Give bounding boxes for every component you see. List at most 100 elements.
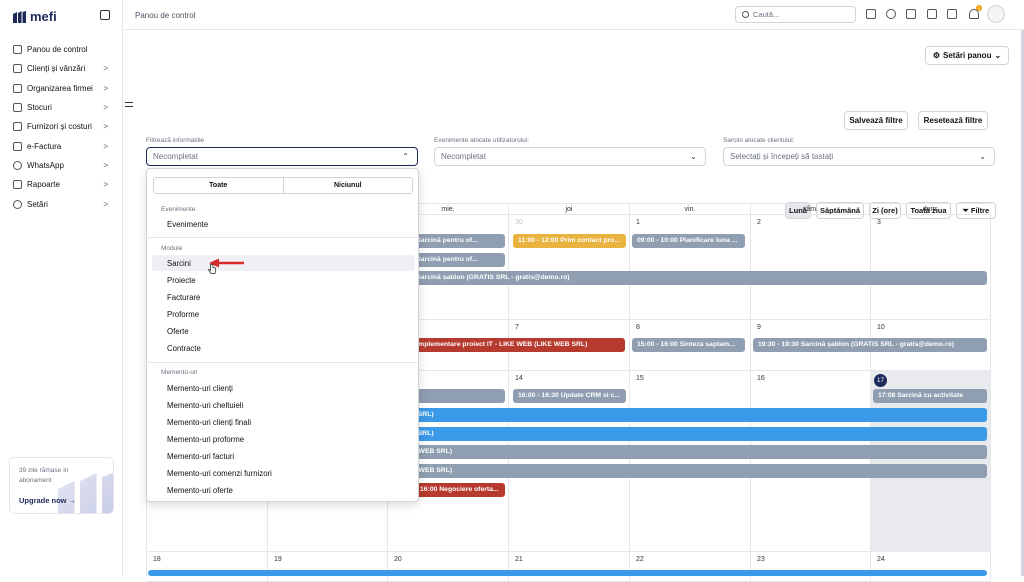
- option-memento-comenzi-furnizori[interactable]: Memento-uri comenzi furnizori: [167, 468, 272, 478]
- gear-icon: ⚙: [932, 51, 940, 60]
- sidebar-item-stocuri[interactable]: Stocuri >: [8, 98, 116, 117]
- menu-toggle-icon[interactable]: [125, 102, 133, 107]
- panel-settings-button[interactable]: ⚙ Setări panou ⌄: [925, 46, 1009, 65]
- chevron-right-icon: >: [103, 141, 108, 151]
- day-cell[interactable]: 16: [751, 371, 871, 552]
- sidebar-item-furnizori[interactable]: Furnizori și costuri >: [8, 117, 116, 136]
- calendar-event[interactable]: 17:08 Sarcină cu activitate: [873, 389, 987, 403]
- day-cell[interactable]: 14: [509, 371, 630, 552]
- sidebar-item-label: WhatsApp: [27, 160, 64, 170]
- add-icon[interactable]: [866, 9, 876, 19]
- calendar-event[interactable]: Demo SRL): [392, 427, 987, 441]
- filter-info-dropdown: Toate Niciunul Evenimente Evenimente Mod…: [146, 168, 419, 502]
- day-cell[interactable]: 3: [871, 215, 991, 320]
- calendar-event[interactable]: 19:30 Sarcină șablon (GRATIS SRL - grati…: [392, 271, 987, 285]
- calendar-event[interactable]: [148, 570, 987, 576]
- calendar-event[interactable]: 13:18 Sarcină pentru of...: [392, 234, 505, 248]
- filter-info-value: Necompletat: [153, 152, 198, 161]
- brand-logo[interactable]: mefi: [13, 9, 57, 24]
- option-sarcini[interactable]: Sarcini: [152, 255, 415, 271]
- calendar-event[interactable]: 13:00 Implementare proiect IT - LIKE WEB…: [392, 338, 625, 352]
- calendar-event[interactable]: 15:00 - 16:00 Sinteza saptam...: [632, 338, 745, 352]
- calendar-event[interactable]: - LIKE WEB SRL): [392, 445, 987, 459]
- calendar-event[interactable]: 13:19 Sarcină pentru of...: [392, 253, 505, 267]
- truck-icon: [13, 122, 22, 132]
- day-cell[interactable]: 7: [509, 320, 630, 371]
- filter-user-events-select[interactable]: Necompletat ⌄: [434, 147, 706, 166]
- sidebar-item-label: Rapoarte: [27, 180, 60, 190]
- calendar-event[interactable]: 19:30 - 19:30 Sarcină șablon (GRATIS SRL…: [753, 338, 987, 352]
- bell-icon[interactable]: [969, 9, 979, 19]
- select-all-button[interactable]: Toate: [209, 182, 228, 189]
- save-filters-button[interactable]: Salvează filtre: [844, 111, 908, 130]
- day-cell[interactable]: 20: [388, 552, 509, 582]
- page-scrollbar[interactable]: [1021, 30, 1024, 576]
- users-icon: [13, 64, 22, 74]
- chat-icon[interactable]: [947, 9, 957, 19]
- upgrade-now-link[interactable]: Upgrade now →: [19, 496, 76, 505]
- search-input[interactable]: Caută...: [735, 6, 856, 23]
- option-memento-cheltuieli[interactable]: Memento-uri cheltuieli: [167, 400, 244, 410]
- day-cell[interactable]: 22: [630, 552, 751, 582]
- day-number: 10: [877, 324, 885, 331]
- day-cell[interactable]: 30: [509, 215, 630, 320]
- option-facturare[interactable]: Facturare: [167, 292, 201, 302]
- sidebar-item-panou[interactable]: Panou de control: [8, 40, 116, 59]
- option-memento-proforme[interactable]: Memento-uri proforme: [167, 434, 245, 444]
- option-memento-clienti-finali[interactable]: Memento-uri clienți finali: [167, 417, 252, 427]
- option-evenimente[interactable]: Evenimente: [167, 219, 209, 229]
- day-cell[interactable]: 2: [751, 215, 871, 320]
- day-number: 19: [274, 556, 282, 563]
- calendar-icon[interactable]: [906, 9, 916, 19]
- filter-client-tasks-label: Sarcini alocate clientului:: [723, 137, 795, 144]
- option-proforme[interactable]: Proforme: [167, 309, 200, 319]
- day-cell[interactable]: 23: [751, 552, 871, 582]
- day-cell[interactable]: [388, 371, 509, 552]
- divider: [147, 237, 418, 238]
- sidebar-item-clienti[interactable]: Clienți și vânzări >: [8, 59, 116, 78]
- day-cell[interactable]: 1: [630, 215, 751, 320]
- box-icon: [13, 103, 22, 113]
- day-cell[interactable]: 15: [630, 371, 751, 552]
- day-cell[interactable]: 18: [147, 552, 268, 582]
- option-contracte[interactable]: Contracte: [167, 343, 201, 353]
- timer-icon[interactable]: [886, 9, 896, 19]
- avatar[interactable]: [987, 5, 1005, 23]
- tasks-icon[interactable]: [927, 9, 937, 19]
- reset-filters-button[interactable]: Resetează filtre: [918, 111, 988, 130]
- option-memento-facturi[interactable]: Memento-uri facturi: [167, 451, 235, 461]
- sidebar-item-organizare[interactable]: Organizarea firmei >: [8, 79, 116, 98]
- day-number: 30: [515, 219, 523, 226]
- chevron-right-icon: >: [103, 160, 108, 170]
- day-cell[interactable]: 10: [871, 320, 991, 371]
- efactura-icon: [13, 141, 22, 151]
- calendar-event[interactable]: 11:00 - 12:00 Prim contact pro...: [513, 234, 626, 248]
- sidebar-item-whatsapp[interactable]: WhatsApp >: [8, 156, 116, 175]
- collapse-sidebar-icon[interactable]: [100, 10, 110, 20]
- calendar-event[interactable]: Demo SRL): [392, 408, 987, 422]
- sidebar-item-setari[interactable]: Setări >: [8, 194, 116, 213]
- option-oferte[interactable]: Oferte: [167, 326, 189, 336]
- option-memento-clienti[interactable]: Memento-uri clienți: [167, 383, 233, 393]
- calendar-event[interactable]: [392, 389, 505, 403]
- filter-client-tasks-select[interactable]: Selectați și începeți să tastați ⌄: [723, 147, 995, 166]
- day-cell[interactable]: 19: [268, 552, 388, 582]
- day-header-sat: sâm.: [750, 204, 870, 216]
- sidebar-item-rapoarte[interactable]: Rapoarte >: [8, 175, 116, 194]
- calendar-event[interactable]: 09:00 - 10:00 Planificare luna ...: [632, 234, 745, 248]
- calendar-event[interactable]: 16:00 - 16:30 Update CRM si c...: [513, 389, 626, 403]
- filters-label: Filtre: [970, 206, 990, 215]
- day-cell[interactable]: 21: [509, 552, 630, 582]
- breadcrumb: Panou de control: [135, 11, 196, 20]
- calendar-event[interactable]: - LIKE WEB SRL): [392, 464, 987, 478]
- option-proiecte[interactable]: Proiecte: [167, 275, 196, 285]
- day-number: 2: [757, 219, 761, 226]
- select-none-button[interactable]: Niciunul: [282, 178, 413, 193]
- chevron-up-icon: ⌃: [402, 152, 409, 161]
- day-cell[interactable]: 8: [630, 320, 751, 371]
- option-memento-oferte[interactable]: Memento-uri oferte: [167, 485, 233, 495]
- day-cell[interactable]: 24: [871, 552, 991, 582]
- filter-info-select[interactable]: Necompletat ⌃: [146, 147, 418, 166]
- sidebar-item-efactura[interactable]: e-Factura >: [8, 136, 116, 155]
- calendar-event[interactable]: 16:00 Negociere oferta...: [392, 483, 505, 497]
